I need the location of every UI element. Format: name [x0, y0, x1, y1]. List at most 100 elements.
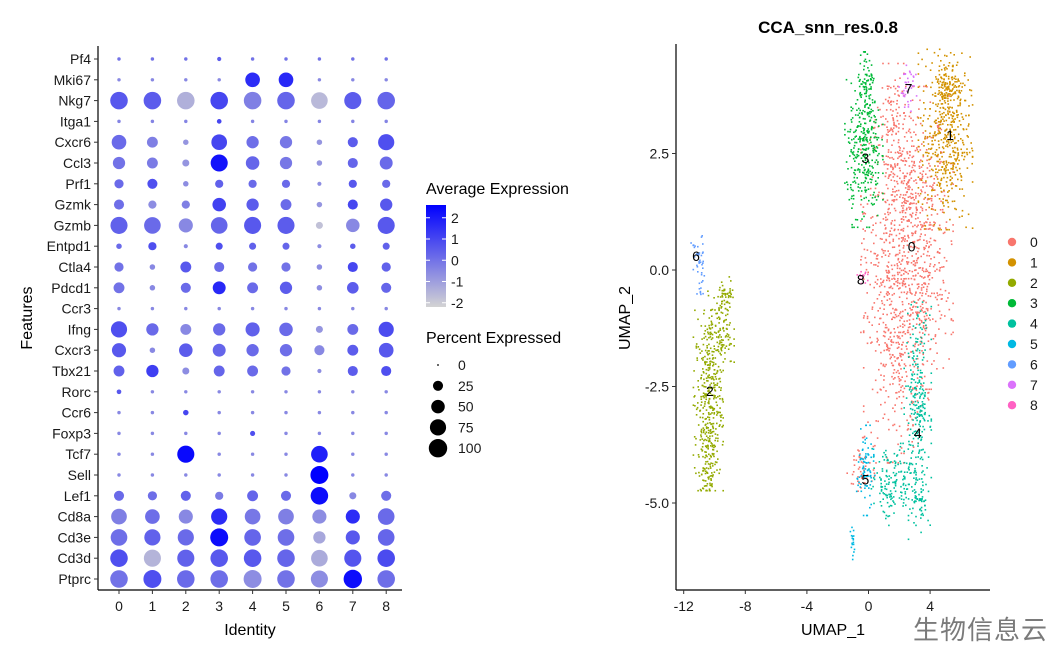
- umap-point: [886, 348, 889, 351]
- umap-point: [861, 477, 863, 479]
- umap-point: [947, 124, 949, 126]
- umap-point: [716, 461, 718, 464]
- umap-point: [904, 255, 906, 257]
- umap-point: [708, 317, 711, 319]
- umap-point: [899, 337, 901, 340]
- umap-point: [885, 470, 888, 473]
- dotplot-dot: [148, 242, 157, 251]
- dotplot-dot: [180, 282, 191, 293]
- umap-point: [900, 435, 903, 437]
- umap-point: [876, 163, 879, 166]
- umap-point: [867, 128, 869, 130]
- umap-point: [713, 413, 715, 415]
- umap-point: [850, 150, 852, 153]
- umap-point: [899, 77, 901, 79]
- umap-point: [933, 360, 935, 362]
- dotplot-dot: [217, 306, 221, 311]
- umap-point: [952, 167, 954, 169]
- umap-point: [860, 275, 862, 277]
- umap-point: [929, 158, 932, 160]
- umap-point: [922, 286, 925, 288]
- umap-point: [922, 389, 925, 392]
- umap-point: [933, 121, 936, 123]
- dotplot-dot: [377, 549, 395, 567]
- umap-point: [926, 360, 929, 362]
- umap-point: [886, 120, 889, 123]
- umap-point: [911, 99, 914, 101]
- umap-point: [705, 451, 707, 453]
- umap-point: [919, 343, 922, 345]
- umap-point: [912, 246, 914, 249]
- umap-point: [930, 476, 933, 479]
- umap-point: [894, 474, 896, 477]
- dotplot-dot: [384, 78, 388, 82]
- umap-point: [865, 437, 868, 439]
- umap-point: [690, 242, 692, 244]
- umap-point: [912, 352, 915, 354]
- umap-point: [952, 165, 955, 168]
- umap-point: [939, 184, 941, 186]
- umap-point: [952, 230, 954, 233]
- dotplot-dot: [244, 216, 262, 234]
- umap-point: [903, 112, 905, 114]
- umap-point: [893, 487, 895, 489]
- umap-point: [914, 218, 917, 220]
- umap-point: [915, 259, 918, 262]
- umap-point: [702, 368, 704, 370]
- umap-point: [961, 188, 964, 190]
- umap-point: [934, 334, 937, 336]
- umap-point: [937, 160, 940, 163]
- umap-point: [954, 91, 956, 93]
- umap-point: [890, 100, 892, 103]
- dotplot-dot: [344, 92, 362, 110]
- dotplot-dot: [150, 452, 155, 456]
- umap-point: [905, 64, 908, 67]
- umap-cluster-7: [898, 64, 918, 112]
- umap-point: [937, 140, 940, 142]
- umap-point: [713, 297, 715, 299]
- umap-point: [710, 332, 713, 335]
- umap-point: [948, 88, 950, 90]
- umap-point: [912, 424, 914, 426]
- umap-point: [894, 461, 897, 464]
- umap-point: [929, 165, 931, 167]
- umap-point: [863, 86, 866, 89]
- dotplot-dot: [180, 323, 192, 335]
- umap-point: [901, 301, 904, 303]
- umap-point: [871, 171, 873, 174]
- umap-point: [869, 470, 871, 472]
- umap-point: [862, 462, 864, 464]
- umap-point: [897, 376, 900, 378]
- umap-point: [921, 224, 924, 227]
- umap-point: [866, 113, 869, 116]
- dotplot-feature-label: Pdcd1: [51, 280, 91, 296]
- dotplot-dot: [145, 509, 160, 524]
- umap-point: [918, 108, 920, 110]
- umap-point: [900, 274, 902, 277]
- umap-point: [920, 166, 923, 168]
- umap-point: [893, 501, 895, 504]
- umap-point: [860, 195, 862, 198]
- umap-point: [882, 102, 885, 105]
- umap-point: [897, 273, 899, 276]
- umap-point: [921, 190, 923, 193]
- umap-point: [966, 167, 969, 169]
- umap-point: [944, 102, 947, 104]
- umap-point: [954, 174, 957, 176]
- umap-point: [851, 535, 854, 538]
- umap-point: [889, 286, 892, 289]
- dotplot-dot: [177, 529, 194, 546]
- umap-point: [890, 151, 892, 153]
- umap-point: [939, 293, 941, 296]
- umap-point: [899, 169, 901, 172]
- umap-point: [707, 476, 709, 479]
- umap-point: [901, 221, 903, 223]
- umap-point: [944, 108, 947, 111]
- umap-point: [860, 220, 862, 222]
- dotplot-identity-label: 1: [149, 598, 157, 614]
- umap-point: [922, 425, 924, 428]
- umap-point: [902, 127, 904, 130]
- umap-point: [900, 291, 903, 294]
- dotplot-dot: [347, 261, 358, 273]
- dotplot-dot: [250, 473, 255, 477]
